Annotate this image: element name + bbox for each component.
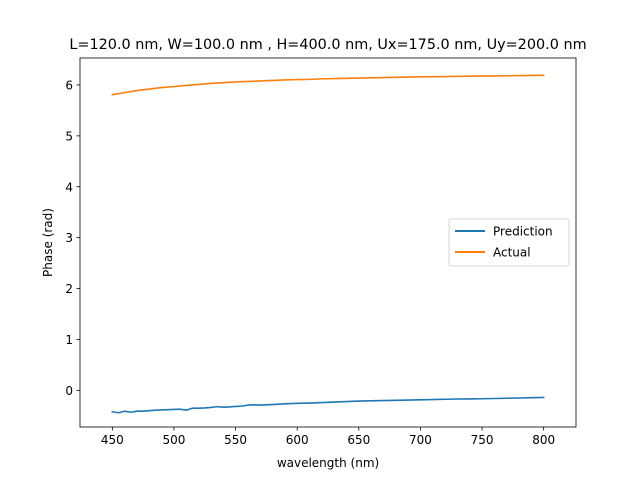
- x-tick-label: 650: [347, 433, 370, 447]
- x-axis-label: wavelength (nm): [277, 456, 379, 470]
- y-tick-label: 1: [65, 333, 73, 347]
- y-axis-ticks: 0 1 2 3 4 5 6: [65, 78, 80, 398]
- y-tick-label: 0: [65, 384, 73, 398]
- y-tick-label: 2: [65, 282, 73, 296]
- x-tick-label: 800: [532, 433, 555, 447]
- y-axis-label: Phase (rad): [41, 208, 55, 277]
- legend-label-prediction: Prediction: [493, 225, 553, 239]
- x-axis-ticks: 450 500 550 600 650 700 750 800: [101, 427, 555, 447]
- series-line-actual: [111, 74, 545, 96]
- y-tick-label: 4: [65, 180, 73, 194]
- y-tick-label: 5: [65, 129, 73, 143]
- x-tick-label: 700: [409, 433, 432, 447]
- x-tick-label: 750: [471, 433, 494, 447]
- x-tick-label: 550: [224, 433, 247, 447]
- y-tick-label: 6: [65, 78, 73, 92]
- y-tick-label: 3: [65, 231, 73, 245]
- legend-label-actual: Actual: [493, 246, 531, 260]
- x-tick-label: 450: [101, 433, 124, 447]
- series-layer: [111, 74, 545, 414]
- chart-title: L=120.0 nm, W=100.0 nm , H=400.0 nm, Ux=…: [69, 37, 586, 53]
- plot-frame: [79, 57, 577, 428]
- series-line-prediction: [111, 396, 545, 414]
- legend: Prediction Actual: [448, 218, 570, 267]
- x-tick-label: 500: [163, 433, 186, 447]
- x-tick-label: 600: [286, 433, 309, 447]
